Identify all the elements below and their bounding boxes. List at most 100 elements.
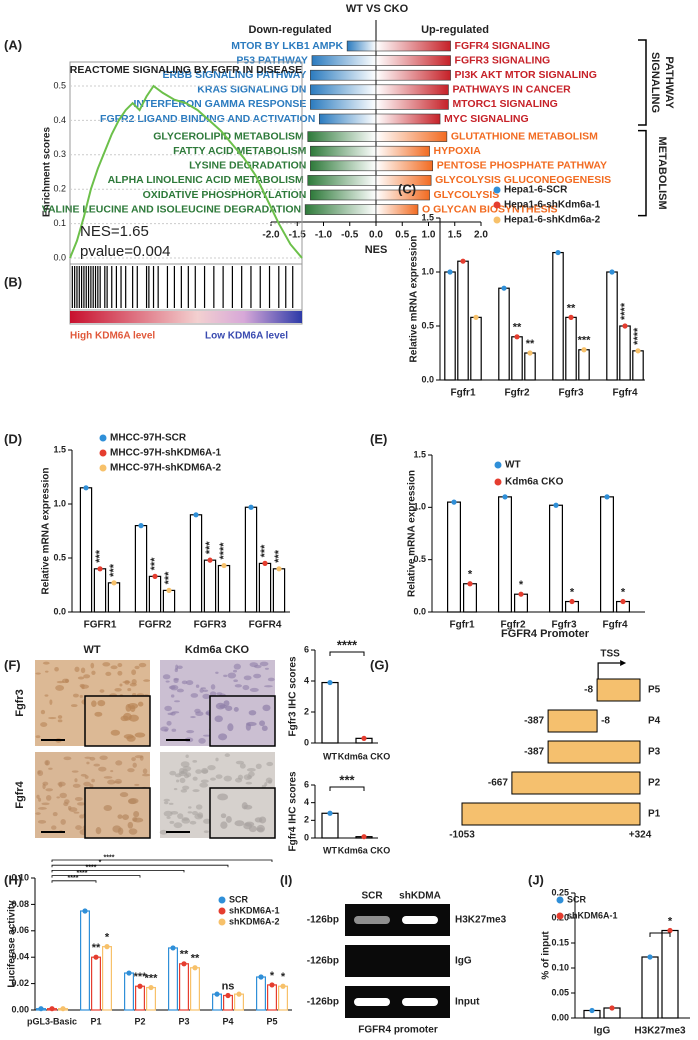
cell	[57, 715, 63, 719]
legend-marker	[99, 464, 107, 472]
cell	[163, 801, 169, 805]
cell	[114, 687, 122, 692]
point	[49, 1006, 55, 1012]
bar	[578, 349, 590, 381]
significance: **	[513, 322, 522, 334]
bar	[203, 559, 217, 613]
significance: ***	[339, 772, 355, 787]
significance: ****	[104, 854, 115, 861]
cell	[248, 825, 257, 833]
point	[609, 269, 615, 275]
pathway-label: MTORC1 SIGNALING	[452, 98, 557, 110]
x-tick-label: -2.0	[262, 230, 280, 241]
x-tick-label: H3K27me3	[634, 1026, 686, 1037]
cell	[190, 716, 196, 719]
point	[93, 954, 99, 960]
cell	[171, 728, 177, 732]
cell	[163, 798, 171, 802]
y-tick-label: 0	[304, 832, 309, 842]
cell	[94, 711, 103, 717]
cell	[215, 702, 226, 710]
significance: ***	[578, 335, 592, 347]
x-tick-label: pGL3-Basic	[27, 1016, 77, 1026]
pathway-label: P53 PATHWAY	[236, 54, 308, 66]
bar-up	[375, 131, 448, 142]
pathway-label: LYSINE DEGRADATION	[189, 160, 306, 172]
cell	[80, 667, 86, 674]
start-label: -667	[488, 778, 508, 789]
cell	[170, 694, 175, 698]
cell	[166, 720, 172, 726]
cell	[127, 821, 134, 829]
bar	[447, 501, 462, 613]
significance: ***	[273, 549, 285, 563]
point	[207, 557, 213, 563]
bar	[511, 336, 523, 381]
cell	[176, 665, 183, 669]
bar	[524, 352, 536, 381]
point	[568, 314, 574, 320]
cell	[190, 693, 199, 698]
cell	[170, 810, 179, 815]
bar-up	[375, 189, 430, 201]
bar-down	[310, 99, 377, 110]
bar	[79, 910, 90, 1011]
y-axis-label: Fgfr4 IHC scores	[288, 771, 299, 851]
cell	[202, 734, 211, 737]
cell	[91, 778, 95, 783]
cell	[128, 798, 139, 804]
x-tick-label: Fgfr3	[559, 388, 584, 399]
pathway-label: PATHWAYS IN CANCER	[452, 84, 571, 96]
point	[38, 1006, 44, 1012]
cell	[199, 782, 208, 788]
significance: *	[99, 860, 102, 867]
significance: *	[270, 970, 275, 982]
significance: ****	[86, 865, 97, 872]
panel-label: (F)	[4, 657, 21, 672]
significance: *	[468, 569, 473, 581]
cell	[214, 715, 223, 723]
cell	[184, 774, 190, 779]
legend-label: Kdm6a CKO	[505, 477, 564, 488]
bar-down	[310, 160, 377, 172]
gel-image	[345, 945, 450, 977]
bar	[606, 271, 618, 381]
bar-up	[375, 204, 419, 215]
x-tick-label: 0.0	[369, 230, 383, 241]
tss-label: TSS	[600, 649, 620, 660]
cell	[225, 705, 233, 711]
cell	[167, 712, 174, 716]
annotation: NES=1.65	[80, 223, 149, 240]
chart-title: WT VS CKO	[346, 3, 409, 15]
cell	[180, 761, 190, 768]
bar	[217, 564, 231, 613]
cell	[248, 710, 257, 716]
cell	[72, 693, 79, 698]
x-tick-label: Fgfr4	[603, 620, 628, 631]
cell	[42, 661, 50, 665]
point	[170, 945, 176, 951]
cell	[95, 827, 102, 835]
annotation: pvalue=0.004	[80, 243, 171, 260]
group-bracket	[638, 39, 647, 126]
cell	[130, 705, 136, 712]
significance: **	[567, 302, 576, 314]
cell	[132, 762, 137, 768]
cell	[201, 767, 209, 774]
bar	[258, 562, 272, 613]
bar	[267, 984, 278, 1011]
bar	[256, 976, 267, 1011]
panel-label: (D)	[4, 431, 22, 446]
start-label: -8	[584, 685, 593, 696]
cell	[89, 756, 96, 761]
bar	[148, 575, 162, 613]
cell	[176, 688, 184, 693]
cell	[79, 683, 85, 688]
legend-label: shKDM6A-1	[229, 905, 280, 915]
y-tick-label: 0	[304, 737, 309, 747]
cell	[86, 761, 90, 765]
cell	[112, 825, 122, 833]
cell	[133, 810, 140, 818]
point	[451, 499, 457, 505]
cell	[64, 799, 70, 804]
